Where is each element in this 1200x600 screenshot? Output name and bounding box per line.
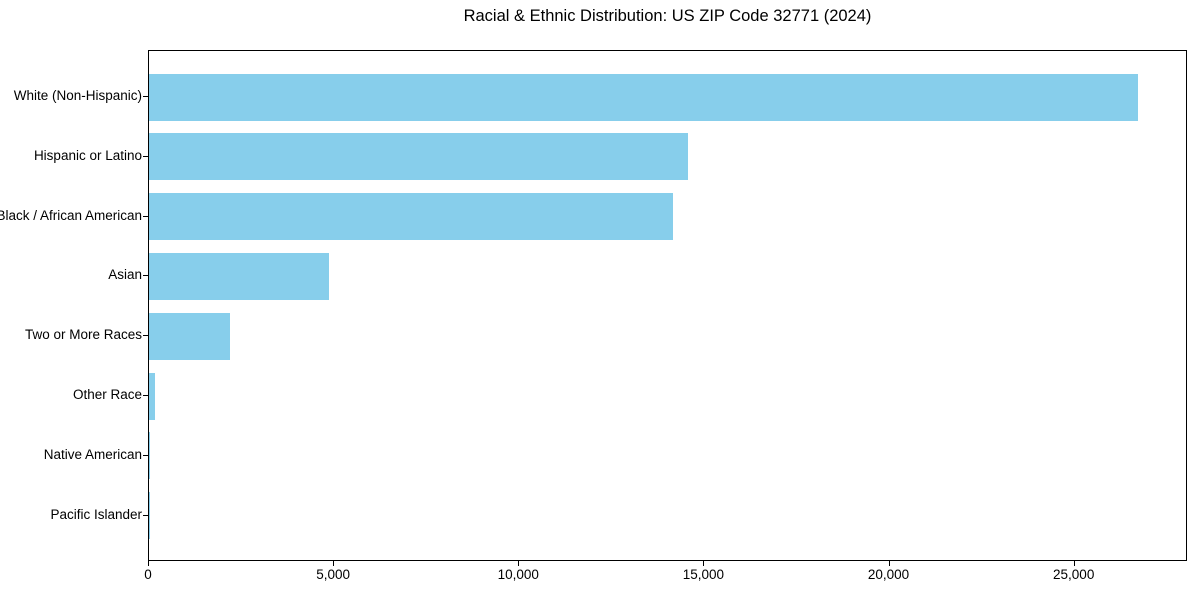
bar-black-african-american (149, 193, 673, 241)
y-axis-tick (143, 96, 148, 97)
y-axis-label: Two or More Races (24, 327, 142, 343)
y-axis-tick (143, 155, 148, 157)
x-axis-tick-label: 5,000 (316, 567, 351, 582)
x-axis-tick (703, 561, 705, 566)
plot-area (148, 50, 1187, 561)
bar-native-american (149, 432, 151, 480)
y-axis-tick (143, 454, 148, 456)
x-axis-tick (333, 561, 335, 566)
y-axis-tick (143, 275, 148, 277)
y-axis-tick (143, 395, 148, 396)
x-axis-tick (148, 561, 149, 566)
bar-white-non-hispanic (149, 73, 1138, 121)
x-axis-tick-label: 10,000 (497, 567, 539, 582)
x-axis-tick (888, 561, 890, 566)
x-axis-tick (1073, 561, 1075, 566)
y-axis-label: Asian (108, 267, 142, 283)
x-axis-tick-label: 0 (144, 567, 152, 582)
x-axis-tick-label: 25,000 (1053, 567, 1095, 582)
y-axis-tick (143, 514, 148, 516)
bar-other-race (149, 372, 155, 420)
y-axis-tick (143, 215, 148, 217)
x-axis-tick-label: 15,000 (682, 567, 725, 582)
y-axis-label: White (Non-Hispanic) (13, 88, 142, 103)
y-axis-label: Other Race (72, 387, 142, 402)
y-axis-label: Native American (43, 446, 142, 462)
bar-asian (149, 252, 329, 300)
y-axis-label: Pacific Islander (50, 506, 142, 522)
y-axis-label: Black / African American (0, 207, 142, 223)
chart-title: Racial & Ethnic Distribution: US ZIP Cod… (463, 7, 872, 25)
y-axis-tick (143, 335, 148, 337)
x-axis-tick (518, 561, 520, 566)
x-axis-tick-label: 20,000 (867, 567, 910, 582)
bar-two-or-more-races (149, 312, 231, 360)
y-axis-label: Hispanic or Latino (33, 147, 142, 163)
bar-hispanic-or-latino (149, 133, 689, 181)
bar-pacific-islander (149, 492, 150, 540)
